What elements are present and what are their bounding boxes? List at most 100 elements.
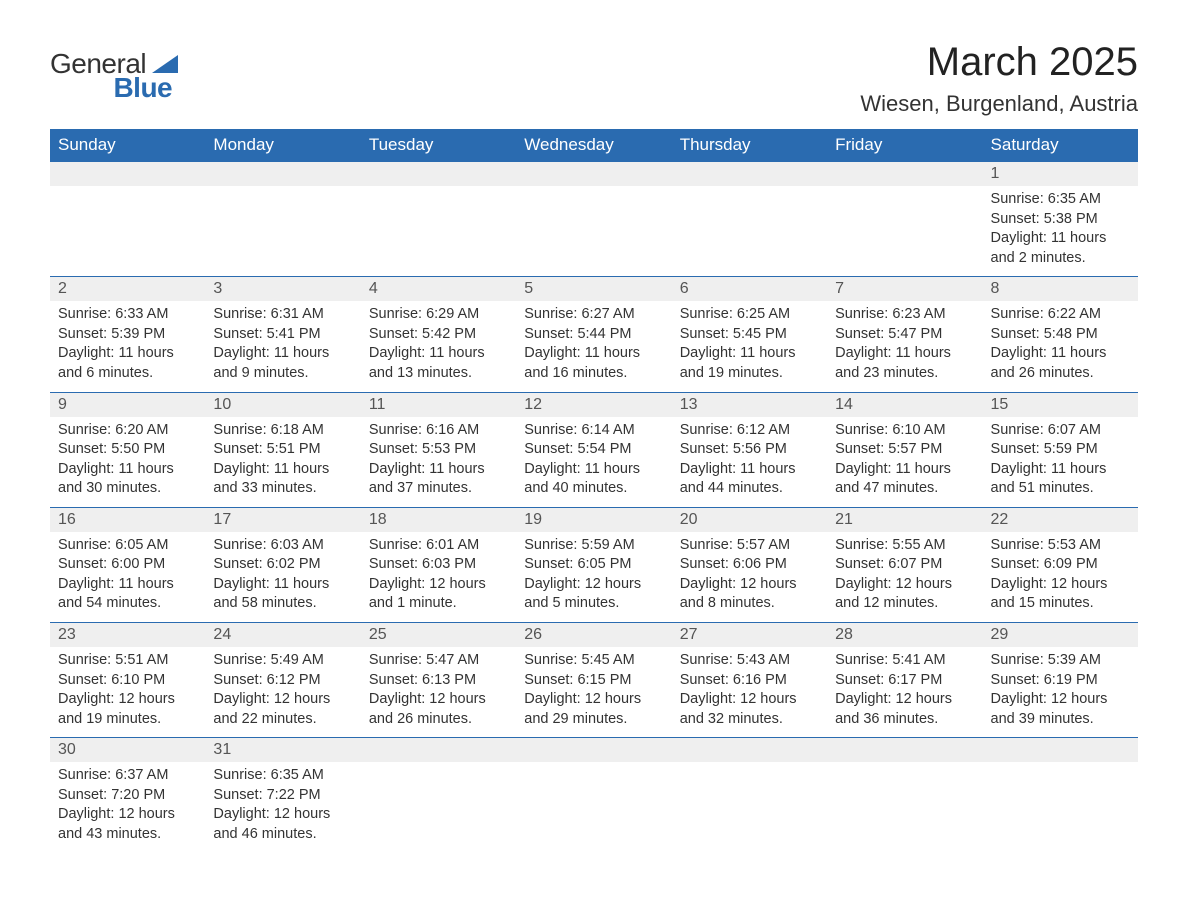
calendar-body: 1Sunrise: 6:35 AMSunset: 5:38 PMDaylight…: [50, 162, 1138, 853]
calendar-day-cell: 7Sunrise: 6:23 AMSunset: 5:47 PMDaylight…: [827, 277, 982, 392]
daylight-line: Daylight: 12 hours and 12 minutes.: [835, 575, 974, 614]
day-number: 27: [672, 623, 827, 647]
day-number: 9: [50, 393, 205, 417]
daylight-line: Daylight: 11 hours and 44 minutes.: [680, 460, 819, 499]
day-number: 6: [672, 277, 827, 301]
daylight-line: Daylight: 12 hours and 15 minutes.: [991, 575, 1130, 614]
sunrise-line: Sunrise: 6:03 AM: [213, 536, 352, 556]
daylight-line: Daylight: 12 hours and 32 minutes.: [680, 690, 819, 729]
sunset-line: Sunset: 6:07 PM: [835, 555, 974, 575]
weekday-header: Thursday: [672, 129, 827, 162]
daylight-line: Daylight: 12 hours and 22 minutes.: [213, 690, 352, 729]
sunset-line: Sunset: 6:09 PM: [991, 555, 1130, 575]
day-details: [516, 186, 671, 256]
daylight-line: Daylight: 12 hours and 43 minutes.: [58, 805, 197, 844]
sunrise-line: Sunrise: 6:14 AM: [524, 421, 663, 441]
day-details: Sunrise: 5:55 AMSunset: 6:07 PMDaylight:…: [827, 532, 982, 622]
day-number: 11: [361, 393, 516, 417]
day-number: [516, 162, 671, 186]
sunset-line: Sunset: 6:06 PM: [680, 555, 819, 575]
calendar-empty-cell: [827, 738, 982, 853]
calendar-empty-cell: [50, 162, 205, 277]
calendar-day-cell: 28Sunrise: 5:41 AMSunset: 6:17 PMDayligh…: [827, 623, 982, 738]
calendar-empty-cell: [516, 738, 671, 853]
day-details: [516, 762, 671, 832]
day-details: Sunrise: 6:16 AMSunset: 5:53 PMDaylight:…: [361, 417, 516, 507]
sunset-line: Sunset: 5:48 PM: [991, 325, 1130, 345]
day-number: [516, 738, 671, 762]
sunrise-line: Sunrise: 6:18 AM: [213, 421, 352, 441]
sunset-line: Sunset: 5:41 PM: [213, 325, 352, 345]
sunrise-line: Sunrise: 6:10 AM: [835, 421, 974, 441]
sunset-line: Sunset: 6:15 PM: [524, 671, 663, 691]
day-number: [827, 162, 982, 186]
sunset-line: Sunset: 6:03 PM: [369, 555, 508, 575]
sunset-line: Sunset: 6:10 PM: [58, 671, 197, 691]
day-details: [983, 762, 1138, 832]
daylight-line: Daylight: 12 hours and 39 minutes.: [991, 690, 1130, 729]
sunset-line: Sunset: 5:47 PM: [835, 325, 974, 345]
sunrise-line: Sunrise: 5:43 AM: [680, 651, 819, 671]
calendar-day-cell: 23Sunrise: 5:51 AMSunset: 6:10 PMDayligh…: [50, 623, 205, 738]
calendar-day-cell: 26Sunrise: 5:45 AMSunset: 6:15 PMDayligh…: [516, 623, 671, 738]
weekday-header-row: SundayMondayTuesdayWednesdayThursdayFrid…: [50, 129, 1138, 162]
sunrise-line: Sunrise: 6:05 AM: [58, 536, 197, 556]
daylight-line: Daylight: 11 hours and 54 minutes.: [58, 575, 197, 614]
day-details: Sunrise: 6:20 AMSunset: 5:50 PMDaylight:…: [50, 417, 205, 507]
sunset-line: Sunset: 5:45 PM: [680, 325, 819, 345]
sunset-line: Sunset: 5:51 PM: [213, 440, 352, 460]
daylight-line: Daylight: 11 hours and 51 minutes.: [991, 460, 1130, 499]
month-title: March 2025: [860, 40, 1138, 85]
day-details: Sunrise: 6:35 AMSunset: 5:38 PMDaylight:…: [983, 186, 1138, 276]
day-details: Sunrise: 6:05 AMSunset: 6:00 PMDaylight:…: [50, 532, 205, 622]
daylight-line: Daylight: 11 hours and 2 minutes.: [991, 229, 1130, 268]
daylight-line: Daylight: 11 hours and 58 minutes.: [213, 575, 352, 614]
calendar-week-row: 30Sunrise: 6:37 AMSunset: 7:20 PMDayligh…: [50, 738, 1138, 853]
day-details: Sunrise: 6:25 AMSunset: 5:45 PMDaylight:…: [672, 301, 827, 391]
day-number: 30: [50, 738, 205, 762]
daylight-line: Daylight: 12 hours and 5 minutes.: [524, 575, 663, 614]
day-number: 20: [672, 508, 827, 532]
day-number: 12: [516, 393, 671, 417]
sunrise-line: Sunrise: 6:29 AM: [369, 305, 508, 325]
day-number: 24: [205, 623, 360, 647]
day-number: 14: [827, 393, 982, 417]
day-details: Sunrise: 5:53 AMSunset: 6:09 PMDaylight:…: [983, 532, 1138, 622]
calendar-day-cell: 19Sunrise: 5:59 AMSunset: 6:05 PMDayligh…: [516, 507, 671, 622]
day-number: [672, 162, 827, 186]
calendar-empty-cell: [361, 738, 516, 853]
day-number: 31: [205, 738, 360, 762]
day-number: [827, 738, 982, 762]
calendar-empty-cell: [672, 162, 827, 277]
calendar-day-cell: 25Sunrise: 5:47 AMSunset: 6:13 PMDayligh…: [361, 623, 516, 738]
sunrise-line: Sunrise: 6:25 AM: [680, 305, 819, 325]
day-details: [672, 762, 827, 832]
calendar-day-cell: 10Sunrise: 6:18 AMSunset: 5:51 PMDayligh…: [205, 392, 360, 507]
daylight-line: Daylight: 11 hours and 6 minutes.: [58, 344, 197, 383]
daylight-line: Daylight: 11 hours and 26 minutes.: [991, 344, 1130, 383]
sunrise-line: Sunrise: 5:53 AM: [991, 536, 1130, 556]
daylight-line: Daylight: 11 hours and 9 minutes.: [213, 344, 352, 383]
calendar-week-row: 23Sunrise: 5:51 AMSunset: 6:10 PMDayligh…: [50, 623, 1138, 738]
day-number: 16: [50, 508, 205, 532]
day-number: 3: [205, 277, 360, 301]
sunrise-line: Sunrise: 5:59 AM: [524, 536, 663, 556]
daylight-line: Daylight: 12 hours and 29 minutes.: [524, 690, 663, 729]
day-number: [672, 738, 827, 762]
location-subtitle: Wiesen, Burgenland, Austria: [860, 91, 1138, 117]
title-block: March 2025 Wiesen, Burgenland, Austria: [860, 40, 1138, 117]
logo-triangle-icon: [152, 55, 178, 73]
daylight-line: Daylight: 11 hours and 47 minutes.: [835, 460, 974, 499]
weekday-header: Monday: [205, 129, 360, 162]
daylight-line: Daylight: 11 hours and 13 minutes.: [369, 344, 508, 383]
day-number: 25: [361, 623, 516, 647]
daylight-line: Daylight: 12 hours and 26 minutes.: [369, 690, 508, 729]
day-number: [205, 162, 360, 186]
day-details: Sunrise: 5:41 AMSunset: 6:17 PMDaylight:…: [827, 647, 982, 737]
calendar-empty-cell: [205, 162, 360, 277]
day-details: Sunrise: 5:59 AMSunset: 6:05 PMDaylight:…: [516, 532, 671, 622]
day-number: [361, 738, 516, 762]
daylight-line: Daylight: 12 hours and 8 minutes.: [680, 575, 819, 614]
day-number: 19: [516, 508, 671, 532]
daylight-line: Daylight: 11 hours and 16 minutes.: [524, 344, 663, 383]
